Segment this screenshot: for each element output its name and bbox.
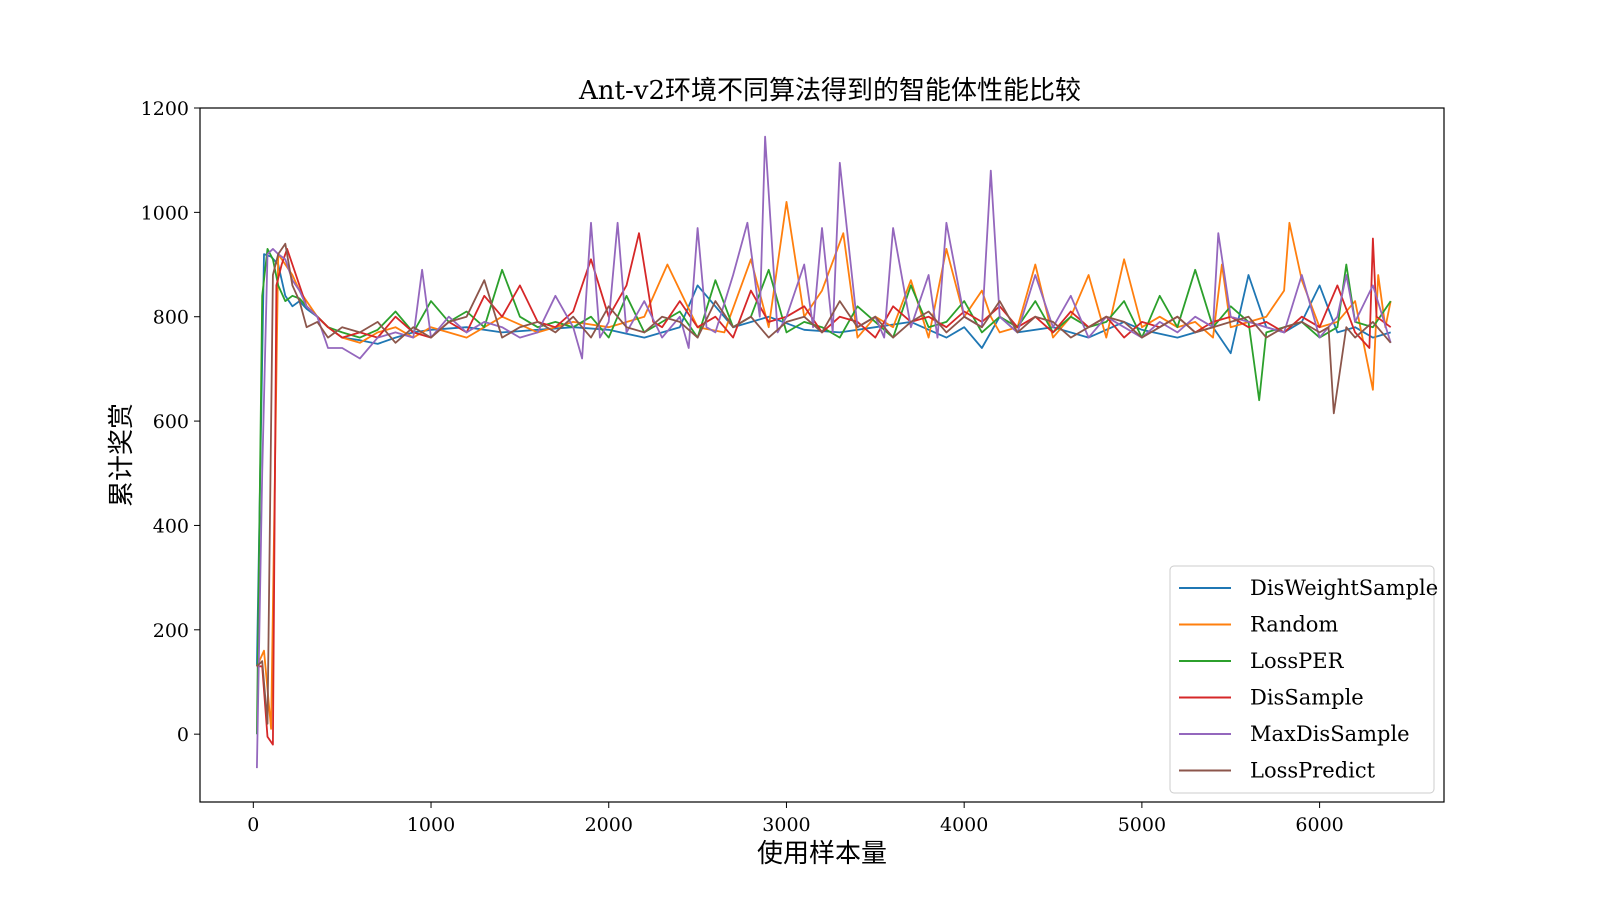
x-axis-label: 使用样本量 (757, 839, 887, 869)
x-tick-label: 0 (247, 814, 259, 836)
x-axis: 0 1000 2000 3000 4000 5000 6000 (247, 802, 1344, 836)
x-tick-label: 2000 (585, 814, 633, 836)
legend-box (1169, 565, 1435, 794)
y-tick-label: 1000 (141, 202, 189, 224)
legend-label: DisWeightSample (1250, 576, 1438, 600)
y-tick-label: 1200 (141, 98, 189, 120)
x-tick-label: 6000 (1295, 814, 1343, 836)
plot-frame (199, 107, 1445, 803)
legend-label: LossPER (1250, 649, 1345, 673)
legend: DisWeightSample Random LossPER DisSample Max… (1169, 565, 1438, 794)
y-tick-label: 0 (177, 724, 189, 746)
x-tick-label: 3000 (762, 814, 810, 836)
y-axis: 0 200 400 600 800 1000 1200 (141, 98, 200, 746)
chart-title: Ant-v2环境不同算法得到的智能体性能比较 (578, 76, 1081, 106)
x-tick-label: 5000 (1118, 814, 1166, 836)
y-tick-label: 200 (153, 620, 189, 642)
y-tick-label: 800 (153, 307, 189, 329)
legend-label: DisSample (1250, 686, 1364, 710)
y-tick-label: 600 (153, 411, 189, 433)
legend-label: LossPredict (1250, 759, 1376, 783)
y-tick-label: 400 (153, 515, 189, 537)
y-axis-label: 累计奖赏 (107, 403, 137, 507)
series-line-losspredict (256, 242, 1392, 725)
x-tick-label: 1000 (407, 814, 455, 836)
legend-label: MaxDisSample (1250, 722, 1410, 746)
legend-label: Random (1250, 613, 1338, 637)
series-line-dissample (256, 232, 1392, 746)
x-tick-label: 4000 (940, 814, 988, 836)
